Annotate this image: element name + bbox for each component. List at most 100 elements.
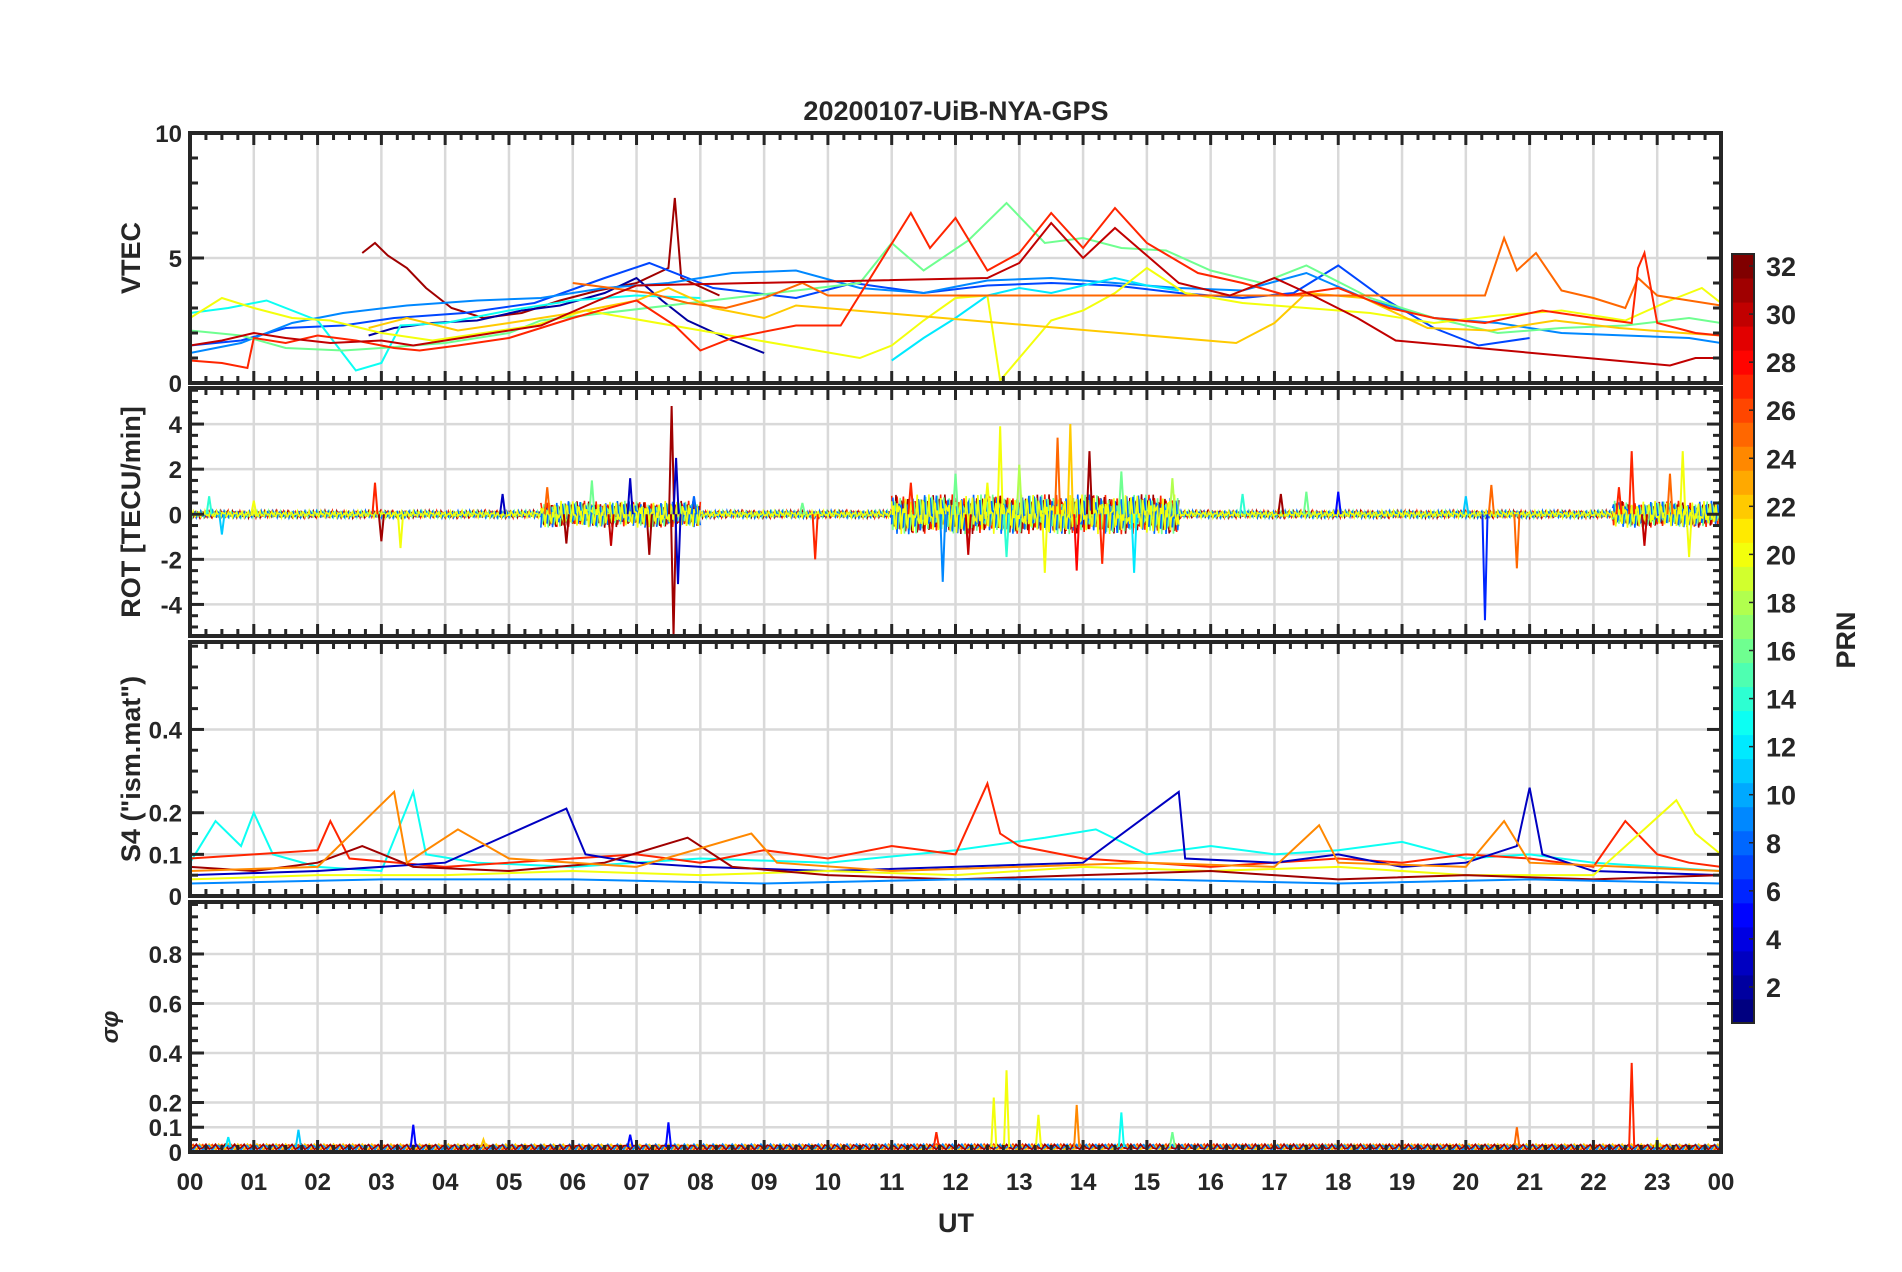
spike-mark — [1462, 496, 1470, 515]
x-tick-label: 16 — [1197, 1169, 1224, 1196]
series-line-prn-30 — [190, 221, 1721, 367]
spike-mark — [669, 514, 678, 636]
spike-mark — [1481, 514, 1489, 621]
y-axis-label: σφ — [97, 1010, 124, 1043]
y-tick-label: 0.2 — [149, 1090, 182, 1117]
colorbar-tick-label: 14 — [1766, 685, 1796, 715]
series-line-prn-31 — [190, 836, 1721, 881]
spike-mark — [996, 426, 1004, 515]
x-tick-label: 19 — [1389, 1169, 1416, 1196]
colorbar-tick-label: 26 — [1766, 396, 1796, 426]
spike-mark — [1034, 1114, 1042, 1148]
spike-mark — [562, 514, 570, 544]
series-line-prn-27 — [190, 206, 1721, 370]
colorbar-tick-label: 2 — [1766, 973, 1781, 1003]
spike-mark — [1239, 493, 1247, 515]
spike-mark — [1098, 514, 1106, 564]
series-line-prn-7 — [190, 261, 1530, 347]
spike-mark — [1513, 1127, 1521, 1148]
colorbar-level — [1732, 278, 1754, 303]
y-tick-label: 0 — [169, 884, 182, 911]
x-axis-label: UT — [938, 1208, 974, 1238]
spike-mark — [1277, 493, 1285, 515]
colorbar-level — [1732, 926, 1754, 952]
spike-mark — [1066, 424, 1074, 515]
series-line-prn-16 — [190, 201, 1721, 352]
spike-mark — [964, 514, 972, 555]
spike-mark — [250, 500, 258, 515]
x-tick-label: 03 — [368, 1169, 395, 1196]
spike-mark — [1041, 514, 1049, 573]
y-axis-label: S4 ("ism.mat") — [116, 676, 146, 862]
colorbar-level — [1732, 446, 1754, 471]
spike-mark — [1073, 1104, 1081, 1148]
colorbar-tick-label: 32 — [1766, 252, 1796, 282]
y-tick-label: 0.6 — [149, 991, 182, 1018]
spike-mark — [668, 406, 676, 515]
colorbar-tick-label: 28 — [1766, 348, 1796, 378]
panel-rot: -4 -2 0 2 4 ROT [TECU/min] — [116, 386, 1723, 638]
colorbar-level — [1732, 998, 1754, 1024]
spike-mark — [1679, 451, 1687, 515]
colorbar-level — [1732, 950, 1754, 976]
colorbar-level — [1732, 494, 1754, 519]
spike-mark — [645, 514, 653, 555]
spike-mark — [1666, 473, 1674, 515]
rot-burst-line — [1611, 500, 1721, 528]
colorbar-tick-label: 30 — [1766, 300, 1796, 330]
spike-mark — [1334, 491, 1342, 515]
x-tick-label: 10 — [815, 1169, 842, 1196]
data-layer — [190, 197, 1721, 383]
x-tick-label: 00 — [177, 1169, 204, 1196]
x-tick-label: 18 — [1325, 1169, 1352, 1196]
colorbar-tick-label: 24 — [1766, 444, 1796, 474]
colorbar-level — [1732, 590, 1754, 615]
spike-mark — [983, 482, 991, 515]
colorbar-level — [1732, 638, 1754, 664]
colorbar-level — [1732, 854, 1754, 880]
colorbar-tick-label: 12 — [1766, 733, 1796, 763]
x-tick-label: 02 — [304, 1169, 331, 1196]
colorbar-tick-label: 18 — [1766, 588, 1796, 618]
spike-mark — [1002, 1070, 1011, 1148]
y-tick-label: 0.1 — [149, 1115, 182, 1142]
colorbar-level — [1732, 806, 1754, 832]
spike-mark — [1002, 514, 1011, 558]
spike-mark — [939, 514, 947, 582]
colorbar-level — [1732, 902, 1754, 928]
spike-mark — [1015, 464, 1023, 515]
colorbar-level — [1732, 878, 1754, 904]
spike-mark — [1487, 484, 1495, 515]
y-tick-label: 0 — [169, 371, 182, 398]
spike-mark — [1054, 437, 1062, 515]
colorbar-level — [1732, 326, 1754, 351]
spike-mark — [205, 496, 213, 515]
spike-mark — [218, 514, 226, 535]
spike-mark — [1615, 487, 1623, 515]
x-tick-label: 06 — [559, 1169, 586, 1196]
x-tick-label: 15 — [1134, 1169, 1161, 1196]
spike-mark — [932, 1132, 940, 1148]
spike-mark — [672, 457, 680, 515]
colorbar-level — [1732, 350, 1754, 375]
spike-mark — [1302, 491, 1310, 515]
series-line-prn-27 — [190, 780, 1721, 868]
panel-s4: 0 0.1 0.2 0.4S4 ("ism.mat") — [116, 640, 1723, 911]
x-tick-label: 22 — [1580, 1169, 1607, 1196]
x-tick-label: 12 — [942, 1169, 969, 1196]
spike-mark — [1117, 1112, 1125, 1148]
y-tick-label: 0.1 — [149, 842, 182, 869]
colorbar-level — [1732, 974, 1754, 1000]
series-line-prn-3 — [190, 787, 1721, 877]
spike-mark — [1628, 451, 1636, 515]
colorbar-level — [1732, 422, 1754, 447]
spike-mark — [396, 514, 405, 549]
colorbar-level — [1732, 734, 1754, 760]
y-tick-label: 0.8 — [149, 942, 182, 969]
x-tick-label: 04 — [432, 1169, 459, 1196]
colorbar-level — [1732, 542, 1754, 567]
colorbar-level — [1732, 518, 1754, 543]
spike-mark — [224, 1136, 232, 1148]
x-tick-label: 07 — [623, 1169, 650, 1196]
